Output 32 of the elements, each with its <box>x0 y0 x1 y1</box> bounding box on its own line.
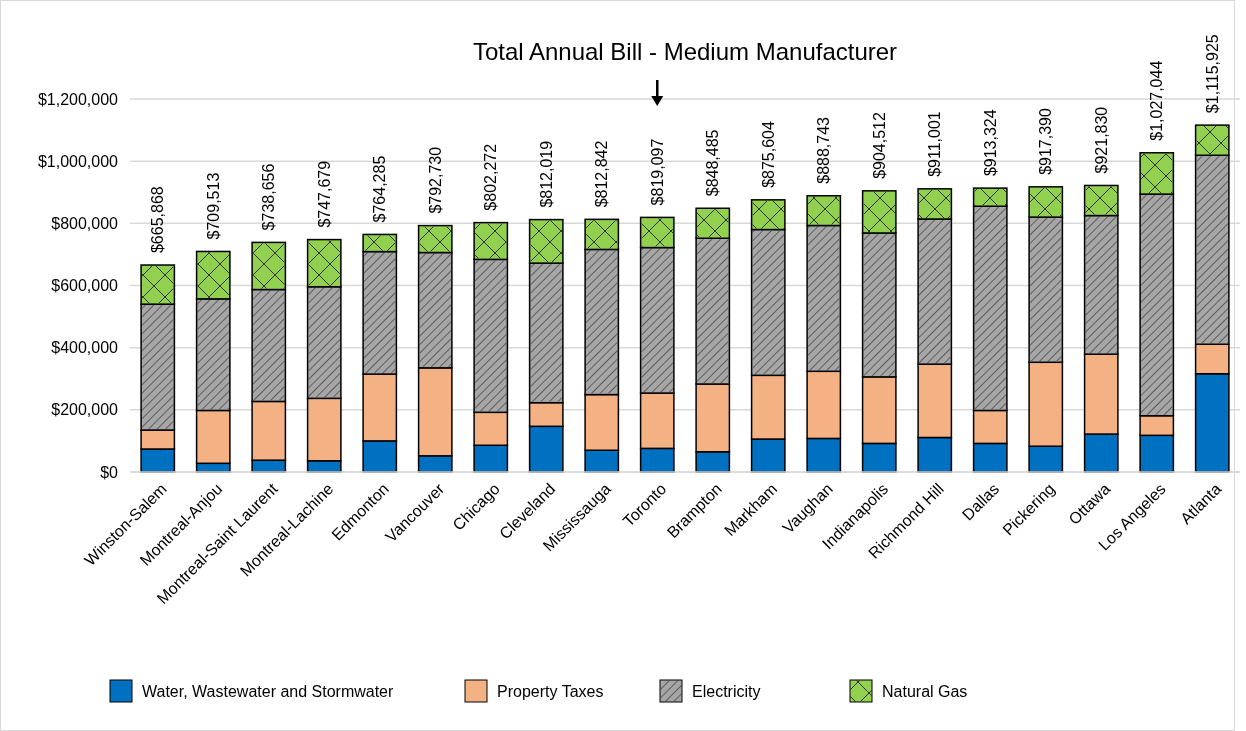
y-tick-label: $1,200,000 <box>37 90 119 108</box>
total-label: $913,324 <box>981 109 999 177</box>
total-label: $802,272 <box>482 143 500 211</box>
total-label: $747,679 <box>315 160 333 228</box>
total-label: $819,097 <box>648 138 666 206</box>
y-tick-label: $0 <box>100 463 119 481</box>
legend-label: Property Taxes <box>497 682 604 700</box>
y-tick-label: $1,000,000 <box>37 152 119 170</box>
total-label: $812,019 <box>537 140 555 208</box>
y-tick-label: $200,000 <box>51 401 119 419</box>
total-label: $812,842 <box>593 140 611 208</box>
total-label: $888,743 <box>815 116 833 184</box>
y-tick-label: $600,000 <box>51 277 119 295</box>
total-label: $792,730 <box>426 146 444 214</box>
legend-label: Electricity <box>692 682 761 700</box>
total-label: $738,656 <box>260 163 278 231</box>
total-label: $665,868 <box>149 186 167 254</box>
chart-title: Total Annual Bill - Medium Manufacturer <box>472 38 898 65</box>
total-label: $917,390 <box>1037 108 1055 175</box>
total-label: $911,001 <box>926 111 944 177</box>
total-label: $904,512 <box>870 112 888 179</box>
legend-label: Water, Wastewater and Stormwater <box>142 682 395 700</box>
total-label: $875,604 <box>759 121 777 188</box>
total-label: $764,285 <box>371 155 389 223</box>
total-label: $921,830 <box>1092 106 1110 174</box>
total-label: $709,513 <box>204 172 222 240</box>
legend-label: Natural Gas <box>882 682 968 700</box>
y-tick-label: $800,000 <box>51 214 119 232</box>
total-label: $1,027,044 <box>1148 60 1166 141</box>
total-label: $848,485 <box>704 129 722 197</box>
y-tick-label: $400,000 <box>51 339 119 357</box>
total-label: $1,115,925 <box>1203 34 1221 114</box>
